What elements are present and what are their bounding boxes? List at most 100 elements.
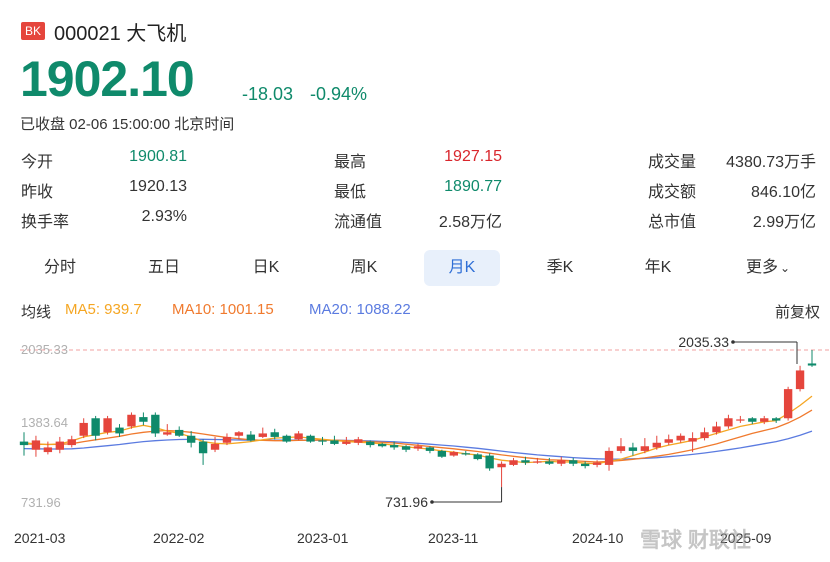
current-price: 1902.10 [20,51,195,107]
candle-up [760,418,769,422]
candle-up [724,418,733,427]
candle-down [748,418,757,422]
candle-down [772,418,781,421]
candle-down [270,432,279,437]
candle-down [246,434,256,441]
candle-up [557,460,566,464]
ma10-value: MA10: 1001.15 [172,301,274,318]
candle-up [700,432,709,439]
candle-up [67,439,76,446]
candle-up [55,441,64,450]
candle-down [389,445,399,448]
stat-value: 2.93% [141,208,187,225]
candle-up [210,443,220,450]
candle-down [318,440,327,442]
ma20-value: MA20: 1088.22 [309,301,411,318]
stat-value: 1900.81 [129,148,187,165]
tab-daily-k[interactable]: 日K [252,259,280,276]
stat-label: 今开 [21,154,54,171]
candle-up [533,461,542,463]
candle-down [139,417,148,422]
candle-up [688,438,697,442]
candle-down [545,461,554,464]
candle-up [31,440,41,450]
ma5-value: MA5: 939.7 [65,301,142,318]
tab-more-label: 更多 [745,259,778,276]
candle-down [401,446,411,450]
tab-monthly-k[interactable]: 月K [424,250,500,286]
candle-up [640,446,650,451]
candle-down [186,435,196,443]
market-status: 已收盘 02-06 15:00:00 北京时间 [20,116,235,133]
candle-down [569,460,578,464]
stock-title: 000021 大飞机 [54,23,187,45]
candle-down [425,447,435,451]
tab-quarterly-k[interactable]: 季K [546,259,574,276]
candle-down [151,414,160,434]
candle-up [43,447,53,453]
y-tick-label: 731.96 [21,495,61,510]
stat-label: 成交量 [648,154,697,171]
market-badge: BK [21,22,46,40]
low-annotation-label: 731.96 [385,494,428,510]
price-change-percent: -0.94% [310,84,368,104]
stat-value: 1890.77 [444,178,502,195]
ma5-line [23,395,813,465]
candle-up [222,436,232,443]
x-tick-label: 2022-02 [153,530,205,546]
candle-down [198,441,208,454]
candle-up [127,414,136,427]
tab-more[interactable]: 更多 ⌄ [730,250,806,286]
candle-up [795,370,805,390]
candle-down [282,435,291,442]
candle-down [485,455,494,469]
tab-yearly-k[interactable]: 年K [644,259,672,276]
candle-down [378,443,387,447]
candle-down [807,363,817,366]
candle-up [664,439,673,443]
stat-label: 最低 [334,184,367,201]
candle-up [712,426,721,433]
candle-down [628,447,638,451]
stat-label: 总市值 [648,214,697,231]
stat-value: 1927.15 [444,148,502,165]
candle-down [473,454,482,460]
candle-up [783,389,793,419]
candle-down [366,441,375,446]
candle-up [103,418,112,433]
y-tick-label: 2035.33 [21,342,68,357]
stat-value: 2.58万亿 [438,214,502,231]
adjust-toggle[interactable]: 前复权 [774,304,820,321]
ma-label: 均线 [21,304,52,321]
kline-chart[interactable]: 2035.33 731.96 [0,330,830,530]
candle-up [354,439,363,443]
ma20-line [23,430,813,460]
candle-down [437,450,447,457]
stat-value: 4380.73万手 [726,154,816,171]
candle-down [91,418,100,436]
tab-weekly-k[interactable]: 周K [350,259,378,276]
candle-up [509,460,518,465]
candle-up [676,435,685,441]
stat-value: 1920.13 [129,178,187,195]
tab-minute[interactable]: 分时 [43,259,76,276]
x-tick-label: 2023-01 [297,530,349,546]
y-tick-label: 1383.64 [21,415,68,430]
candle-up [413,446,423,449]
x-tick-label: 2023-11 [428,530,479,546]
watermark: 雪球 财联社 [640,529,751,552]
candle-up [449,452,458,456]
candle-up [342,441,351,444]
candle-up [652,442,661,448]
candle-up [497,463,506,468]
candle-down [175,429,184,436]
stat-label: 流通值 [334,214,383,231]
candle-up [592,462,602,465]
candle-up [736,419,745,421]
stat-value: 846.10亿 [751,184,816,201]
high-annotation-dot [731,340,735,344]
tab-five-day[interactable]: 五日 [147,259,180,276]
low-annotation-dot [430,500,434,504]
candle-up [616,446,626,451]
price-change: -18.03 [242,84,294,104]
